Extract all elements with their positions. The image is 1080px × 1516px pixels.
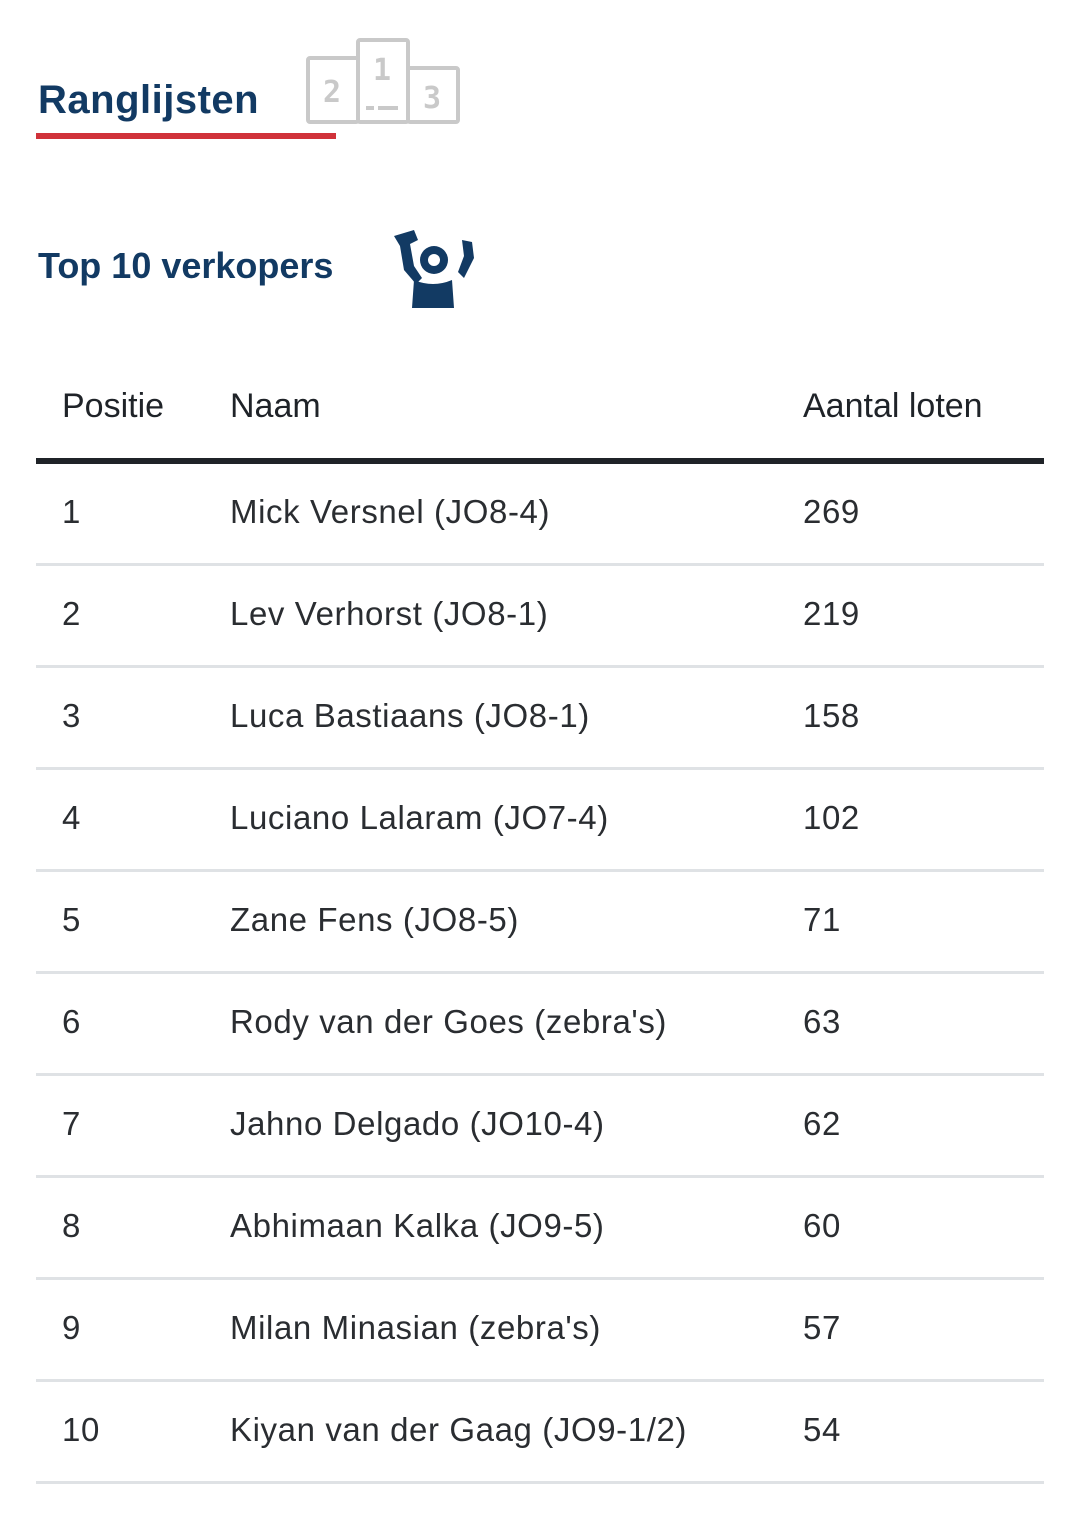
- podium-label-1: 1: [373, 53, 391, 88]
- row-count: 54: [803, 1411, 841, 1448]
- row-position: 4: [62, 799, 81, 836]
- row-position: 6: [62, 1003, 81, 1040]
- row-count: 219: [803, 595, 860, 632]
- table-header: Positie Naam Aantal loten: [36, 360, 1044, 464]
- column-header-count: Aantal loten: [803, 387, 983, 425]
- row-position: 9: [62, 1309, 81, 1346]
- table-row: 9 Milan Minasian (zebra's) 57: [36, 1280, 1044, 1382]
- row-position: 2: [62, 595, 81, 632]
- row-name: Kiyan van der Gaag (JO9-1/2): [230, 1411, 688, 1448]
- section-title: Top 10 verkopers: [38, 245, 334, 286]
- row-name: Luca Bastiaans (JO8-1): [230, 697, 590, 734]
- leaderboard-header: Ranglijsten 2 1 3: [36, 36, 476, 146]
- row-count: 102: [803, 799, 860, 836]
- table-row: 5 Zane Fens (JO8-5) 71: [36, 872, 1044, 974]
- row-name: Zane Fens (JO8-5): [230, 901, 519, 938]
- top-sellers-table: Positie Naam Aantal loten 1 Mick Versnel…: [36, 360, 1044, 1484]
- row-name: Jahno Delgado (JO10-4): [230, 1105, 605, 1142]
- row-count: 60: [803, 1207, 841, 1244]
- row-name: Abhimaan Kalka (JO9-5): [230, 1207, 605, 1244]
- table-row: 2 Lev Verhorst (JO8-1) 219: [36, 566, 1044, 668]
- row-name: Mick Versnel (JO8-4): [230, 493, 551, 530]
- column-header-name: Naam: [230, 387, 321, 425]
- row-count: 57: [803, 1309, 841, 1346]
- page-title: Ranglijsten: [38, 78, 260, 122]
- table-row: 8 Abhimaan Kalka (JO9-5) 60: [36, 1178, 1044, 1280]
- column-header-position: Positie: [62, 387, 165, 425]
- row-position: 1: [62, 493, 81, 530]
- table-row: 6 Rody van der Goes (zebra's) 63: [36, 974, 1044, 1076]
- row-name: Lev Verhorst (JO8-1): [230, 595, 549, 632]
- row-name: Rody van der Goes (zebra's): [230, 1003, 668, 1040]
- podium-label-3: 3: [423, 81, 441, 116]
- podium-label-2: 2: [323, 75, 341, 110]
- row-count: 63: [803, 1003, 841, 1040]
- row-count: 71: [803, 901, 841, 938]
- podium-icon: 2 1 3: [306, 38, 460, 124]
- table-row: 10 Kiyan van der Gaag (JO9-1/2) 54: [36, 1382, 1044, 1484]
- row-count: 269: [803, 493, 860, 530]
- top-sellers-heading: Top 10 verkopers: [36, 222, 496, 312]
- title-underline: [36, 133, 336, 139]
- table-row: 4 Luciano Lalaram (JO7-4) 102: [36, 770, 1044, 872]
- row-position: 8: [62, 1207, 81, 1244]
- row-count: 158: [803, 697, 860, 734]
- row-position: 10: [62, 1411, 100, 1448]
- row-name: Milan Minasian (zebra's): [230, 1309, 601, 1346]
- table-row: 7 Jahno Delgado (JO10-4) 62: [36, 1076, 1044, 1178]
- table-row: 1 Mick Versnel (JO8-4) 269: [36, 464, 1044, 566]
- row-position: 7: [62, 1105, 81, 1142]
- row-position: 3: [62, 697, 81, 734]
- row-position: 5: [62, 901, 81, 938]
- row-count: 62: [803, 1105, 841, 1142]
- table-row: 3 Luca Bastiaans (JO8-1) 158: [36, 668, 1044, 770]
- row-name: Luciano Lalaram (JO7-4): [230, 799, 609, 836]
- cheering-person-icon: [394, 230, 474, 308]
